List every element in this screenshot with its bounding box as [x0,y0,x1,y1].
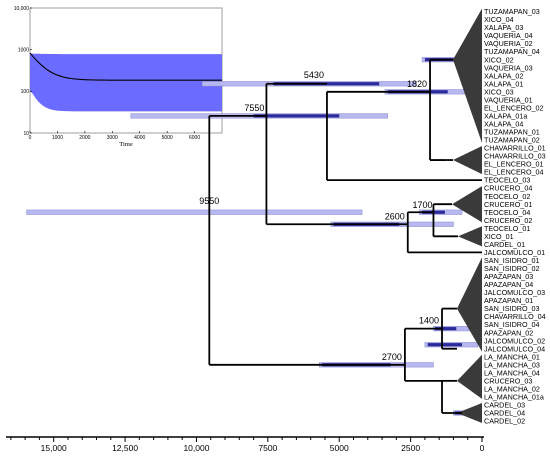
inset-x-tick-label: 6000 [189,135,200,141]
tip-label: XICO_03 [484,87,514,96]
collapsed-clade-crucero [452,186,482,223]
node-age-label: 9550 [199,196,219,206]
node-age-label: 1400 [419,316,439,326]
collapsed-clade-chavarrillo [453,146,482,175]
tip-label: XICO_01 [484,232,514,241]
tip-label: VAQUERIA_04 [484,31,533,40]
inset-y-tick-label: 10,000 [14,6,30,12]
tip-label: APAZAPAN_04 [484,280,533,289]
tip-label: LA_MANCHA_02 [484,384,540,393]
tip-label: CRUCERO_02 [484,216,532,225]
collapsed-clade-cardel [458,226,482,247]
node-age-label: 2700 [382,352,402,362]
time-axis-tick-label: 7500 [258,443,277,453]
tip-label: APAZAPAN_02 [484,328,533,337]
tip-label: JALCOMULCO_01 [484,248,545,257]
tip-label: LA_MANCHA_01a [484,393,544,402]
node-age-label: 1820 [407,79,427,89]
inset-x-tick-label: 0 [29,135,32,141]
tip-label: LA_MANCHA_04 [484,368,540,377]
tip-label: TUZAMAPAN_04 [484,47,540,56]
tip-label: TUZAMAPAN_03 [484,7,540,16]
tip-label: CARDEL_04 [484,409,525,418]
collapsed-clade-north [453,8,482,143]
tip-label: SAN_ISIDRO_04 [484,320,540,329]
tip-label: CRUCERO_03 [484,376,532,385]
tip-label: CARDEL_02 [484,417,525,426]
inset-x-tick-label: 5000 [162,135,173,141]
hpd-bar-jalcomulco-clade-inner [434,327,457,331]
node-age-label: 7550 [244,103,264,113]
inset-x-tick-label: 4000 [134,135,145,141]
tip-label: TEOCELO_03 [484,176,530,185]
time-axis-tick-label: 10,000 [183,443,209,453]
tip-label: SAN_ISIDRO_01 [484,256,540,265]
tip-label: EL_LENCERO_04 [484,168,544,177]
inset-y-tick-label: 1000 [18,47,29,53]
collapsed-clade-cardel-south [457,402,482,423]
time-axis-tick-label: 0 [480,443,485,453]
tip-label: CRUCERO_01 [484,200,532,209]
tip-label: APAZAPAN_03 [484,272,533,281]
tip-label: VAQUERIA_02 [484,39,533,48]
tip-label: APAZAPAN_01 [484,296,533,305]
tree-branches [208,58,482,414]
tip-label: XALAPA_01a [484,111,527,120]
tip-label: JALCOMULCO_02 [484,336,545,345]
skyline-plot-inset: 10,000 1000 100 100 1000 2000 3000 4000 5000 6000… [14,6,223,148]
tip-label: VAQUERIA_01 [484,95,533,104]
inset-x-tick-label: 1000 [52,135,63,141]
tip-label: XALAPA_02 [484,71,523,80]
node-age-label: 5430 [304,70,324,80]
tip-label: SAN_ISIDRO_03 [484,304,540,313]
tip-label: EL_LENCERO_02 [484,103,544,112]
tip-label: JALCOMULCO_04 [484,344,545,353]
inset-y-tick-label: 100 [21,89,30,95]
inset-x-tick-label: 2000 [79,135,90,141]
tip-labels: TUZAMAPAN_03XICO_04XALAPA_03VAQUERIA_04V… [484,7,546,426]
tip-label: EL_LENCERO_01 [484,160,544,169]
tip-label: CARDEL_03 [484,401,525,410]
tip-label: TEOCELO_04 [484,208,530,217]
time-axis: 15,000 12,500 10,000 7500 5000 2500 0 [6,436,485,453]
inset-median-line [29,52,222,81]
hpd-bar-root [26,209,363,215]
time-axis-tick-label: 2500 [401,443,420,453]
collapsed-clades [452,8,482,423]
tip-label: XALAPA_01 [484,79,523,88]
inset-hpd-band [30,53,222,112]
tip-label: CHAVARRILLO_01 [484,144,546,153]
collapsed-clade-jalcomulco [457,257,482,352]
tip-label: VAQUERIA_03 [484,63,533,72]
tip-label: XALAPA_03 [484,23,523,32]
tip-label: JALCOMULCO_03 [484,288,545,297]
tip-label: LA_MANCHA_01 [484,352,540,361]
hpd-bar-jalcomulco-sub-inner [427,343,463,347]
time-axis-tick-label: 5000 [330,443,349,453]
tip-label: SAN_ISIDRO_02 [484,264,540,273]
node-age-labels: 9550 7550 5430 1820 2600 1700 2700 1400 [199,70,439,362]
tip-label: XALAPA_04 [484,120,523,129]
inset-x-axis-title: Time [119,141,133,148]
tip-label: CHAVARRILLO_03 [484,152,546,161]
inset-y-tick-label: 10 [23,131,29,137]
time-axis-tick-label: 12,500 [112,443,138,453]
tip-label: TEOCELO_02 [484,192,530,201]
hpd-bar-left-clade-inner [253,114,340,118]
node-age-label: 2600 [385,211,405,221]
tip-label: TUZAMAPAN_02 [484,136,540,145]
tip-label: XICO_02 [484,55,514,64]
tip-label: XICO_04 [484,15,514,24]
tip-label: TUZAMAPAN_01 [484,128,540,137]
tip-label: CRUCERO_04 [484,184,532,193]
collapsed-clade-lamancha [457,354,482,399]
tip-label: CHAVARRILLO_04 [484,312,546,321]
time-axis-tick-label: 15,000 [41,443,67,453]
tip-label: LA_MANCHA_03 [484,360,540,369]
inset-x-tick-label: 3000 [107,135,118,141]
tip-label: CARDEL_01 [484,240,525,249]
node-age-label: 1700 [412,200,432,210]
tip-label: TEOCELO_01 [484,224,530,233]
